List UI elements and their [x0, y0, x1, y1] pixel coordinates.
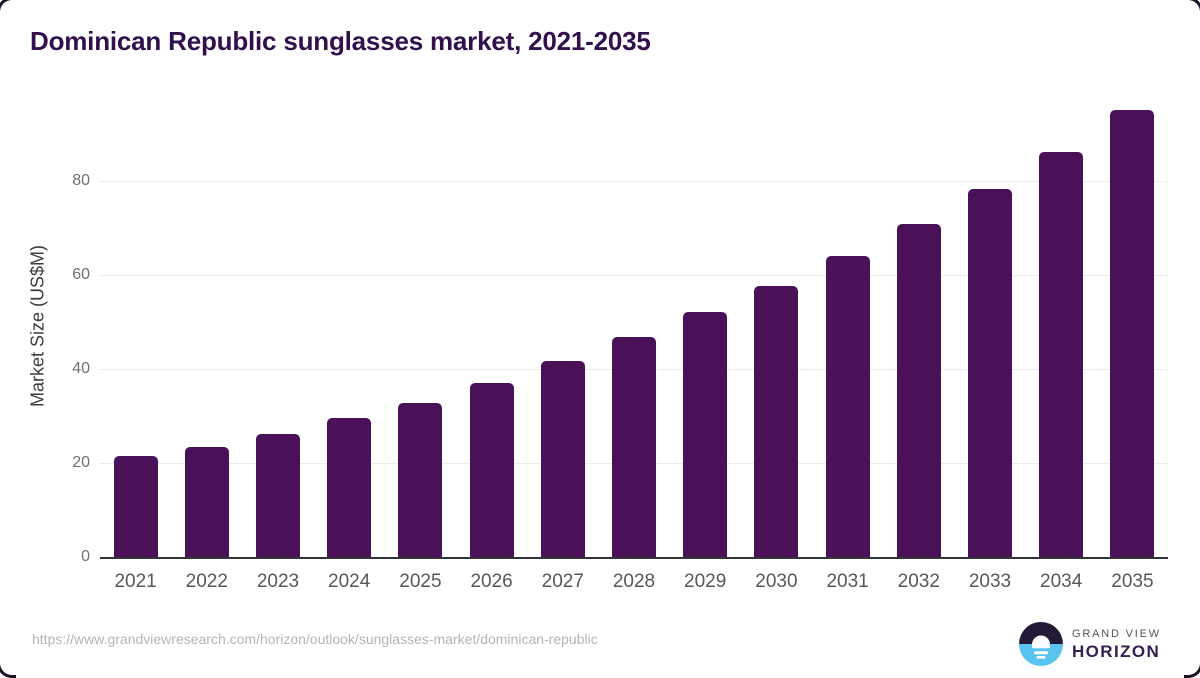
bar-2022	[184, 446, 229, 557]
y-tick-label-60: 60	[72, 266, 90, 284]
gridline-80	[100, 180, 1168, 182]
y-tick-label-40: 40	[72, 360, 90, 378]
bar-2025	[398, 402, 443, 557]
x-tick-label-2025: 2025	[399, 571, 442, 592]
x-tick-label-2029: 2029	[684, 571, 727, 592]
bar-2030	[754, 285, 799, 557]
horizon-sunset-logo-icon	[1019, 622, 1063, 666]
bar-2024	[327, 418, 372, 557]
bar-2026	[469, 383, 514, 557]
x-tick-label-2032: 2032	[897, 571, 940, 592]
y-tick-label-20: 20	[72, 454, 90, 472]
logo-horizon-label: HORIZON	[1072, 641, 1161, 661]
frame-corner-bottom-left	[0, 659, 16, 678]
x-tick-label-2027: 2027	[541, 571, 584, 592]
x-tick-label-2028: 2028	[612, 571, 656, 592]
bar-2034	[1039, 151, 1084, 557]
x-tick-label-2033: 2033	[968, 571, 1012, 592]
logo-text: GRAND VIEW HORIZON	[1072, 628, 1161, 661]
x-tick-label-2021: 2021	[114, 571, 157, 592]
x-tick-label-2023: 2023	[256, 571, 300, 592]
frame-corner-top-right	[1184, 0, 1200, 16]
y-tick-label-80: 80	[72, 172, 90, 190]
bar-2033	[968, 188, 1012, 557]
frame-corner-top-left	[0, 0, 16, 16]
x-tick-label-2026: 2026	[470, 571, 513, 592]
source-url: https://www.grandviewresearch.com/horizo…	[32, 631, 598, 647]
logo-grand-view-label: GRAND VIEW	[1072, 627, 1161, 640]
bar-2021	[113, 455, 158, 557]
y-tick-label-0: 0	[81, 548, 90, 565]
x-axis-line	[100, 557, 1168, 559]
x-tick-label-2034: 2034	[1040, 571, 1083, 592]
frame-corner-bottom-right	[1184, 659, 1200, 678]
grand-view-horizon-logo: GRAND VIEW HORIZON	[1019, 622, 1161, 666]
bar-2035	[1110, 110, 1155, 557]
bar-2023	[256, 434, 300, 557]
x-tick-label-2022: 2022	[185, 571, 228, 592]
x-tick-label-2030: 2030	[755, 571, 798, 592]
chart-title: Dominican Republic sunglasses market, 20…	[30, 26, 651, 56]
bar-2029	[683, 312, 728, 557]
gridline-60	[100, 274, 1168, 276]
x-tick-label-2031: 2031	[826, 571, 869, 592]
bar-2027	[540, 361, 585, 557]
x-tick-label-2035: 2035	[1111, 571, 1154, 592]
bar-2031	[825, 255, 870, 557]
x-tick-label-2024: 2024	[328, 571, 371, 592]
bar-2032	[896, 224, 941, 557]
plot-area: 0 20 40 60 80 2021 2022 2023 2024 2025 2026 2027 202…	[72, 95, 1168, 592]
bar-2028	[612, 336, 656, 557]
